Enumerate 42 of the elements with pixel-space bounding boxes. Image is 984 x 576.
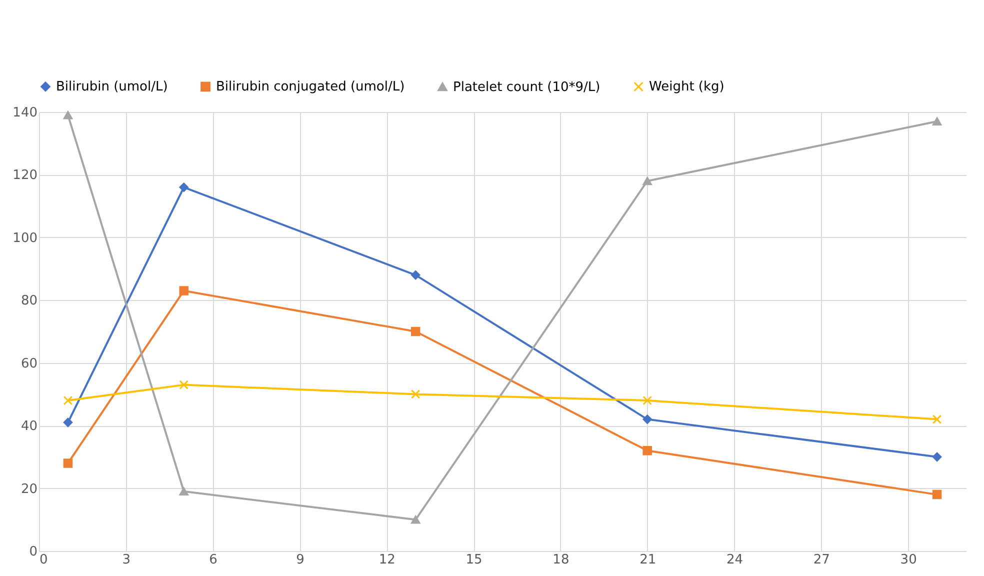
- point: [642, 446, 652, 456]
- point: [63, 418, 73, 428]
- legend-label: Weight (kg): [649, 80, 724, 95]
- point: [63, 396, 73, 406]
- y-tick-label: 40: [20, 419, 38, 434]
- x-tick-label: 21: [640, 552, 656, 568]
- x-tick-label: 3: [122, 552, 131, 568]
- point: [179, 182, 188, 192]
- y-tick-label: 100: [12, 230, 38, 246]
- x-tick-label: 6: [209, 552, 218, 568]
- point: [410, 390, 420, 399]
- point: [410, 270, 420, 280]
- point: [932, 414, 942, 424]
- point: [932, 490, 942, 500]
- x-tick-label: 18: [552, 552, 570, 568]
- y-tick-label: 80: [20, 294, 38, 309]
- y-tick-label: 20: [20, 482, 38, 497]
- x-tick-label: 27: [813, 552, 830, 568]
- legend-label: Bilirubin (umol/L): [56, 80, 168, 95]
- point: [642, 414, 652, 424]
- x-tick-label: 24: [726, 552, 744, 568]
- point: [179, 380, 188, 390]
- point: [642, 396, 652, 406]
- x-tick-label: 0: [40, 552, 48, 568]
- point: [410, 516, 420, 524]
- x-tick-label: 9: [296, 552, 304, 568]
- legend-label: Bilirubin conjugated (umol/L): [216, 80, 405, 95]
- point: [179, 286, 188, 296]
- y-tick-label: 60: [20, 356, 38, 372]
- point: [932, 452, 942, 462]
- x-tick-label: 30: [900, 552, 917, 568]
- point: [410, 326, 420, 336]
- x-tick-label: 12: [378, 552, 396, 568]
- point: [642, 176, 652, 186]
- y-tick-label: 140: [12, 106, 38, 120]
- point: [179, 487, 188, 496]
- point: [63, 458, 73, 468]
- y-tick-label: 120: [12, 168, 38, 184]
- x-tick-label: 15: [466, 552, 482, 568]
- point: [63, 111, 73, 120]
- legend-label: Platelet count (10*9/L): [453, 80, 600, 95]
- point: [932, 117, 942, 126]
